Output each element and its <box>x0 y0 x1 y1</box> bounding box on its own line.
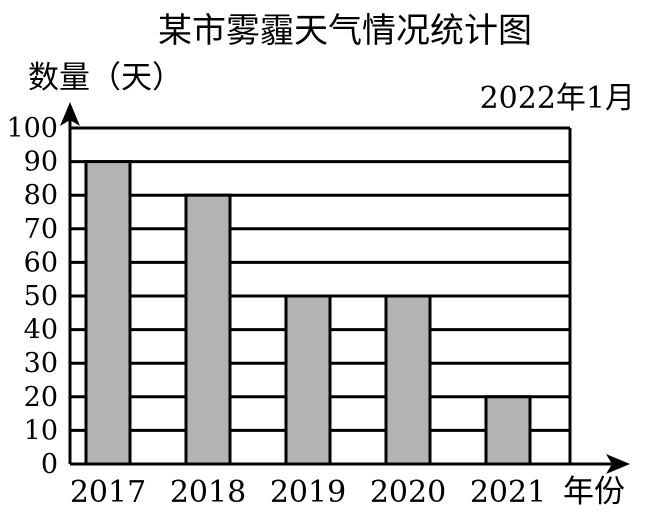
y-tick-label: 50 <box>24 281 58 312</box>
y-tick-label: 40 <box>24 315 58 346</box>
y-tick-label: 90 <box>24 147 58 178</box>
y-tick-label: 70 <box>24 214 58 245</box>
x-tick-label: 2018 <box>170 475 246 510</box>
x-tick-labels: 2017 2018 2019 2020 2021 <box>70 475 546 510</box>
bars <box>84 160 532 466</box>
chart-title: 某市雾霾天气情况统计图 <box>158 11 532 51</box>
bar-2020 <box>384 294 432 466</box>
y-axis-arrow <box>60 102 80 126</box>
x-tick-label: 2021 <box>470 475 546 510</box>
y-tick-label: 100 <box>6 113 58 144</box>
y-axis-label: 数量（天） <box>28 60 183 96</box>
bar-2017 <box>84 160 132 466</box>
y-tick-label: 80 <box>24 180 58 211</box>
y-tick-label: 30 <box>24 348 58 379</box>
x-axis-arrow <box>606 454 630 474</box>
y-tick-label: 0 <box>41 449 58 480</box>
x-tick-label: 2019 <box>270 475 346 510</box>
x-axis-label: 年份 <box>563 474 625 510</box>
bar-2019 <box>284 294 332 466</box>
y-tick-label: 60 <box>24 247 58 278</box>
x-tick-label: 2020 <box>370 475 446 510</box>
chart-subtitle: 2022年1月 <box>480 81 635 116</box>
bar-2018 <box>184 193 232 466</box>
x-tick-label: 2017 <box>70 475 146 510</box>
bar-2021 <box>484 395 532 466</box>
y-tick-label: 10 <box>24 415 58 446</box>
y-tick-label: 20 <box>24 382 58 413</box>
